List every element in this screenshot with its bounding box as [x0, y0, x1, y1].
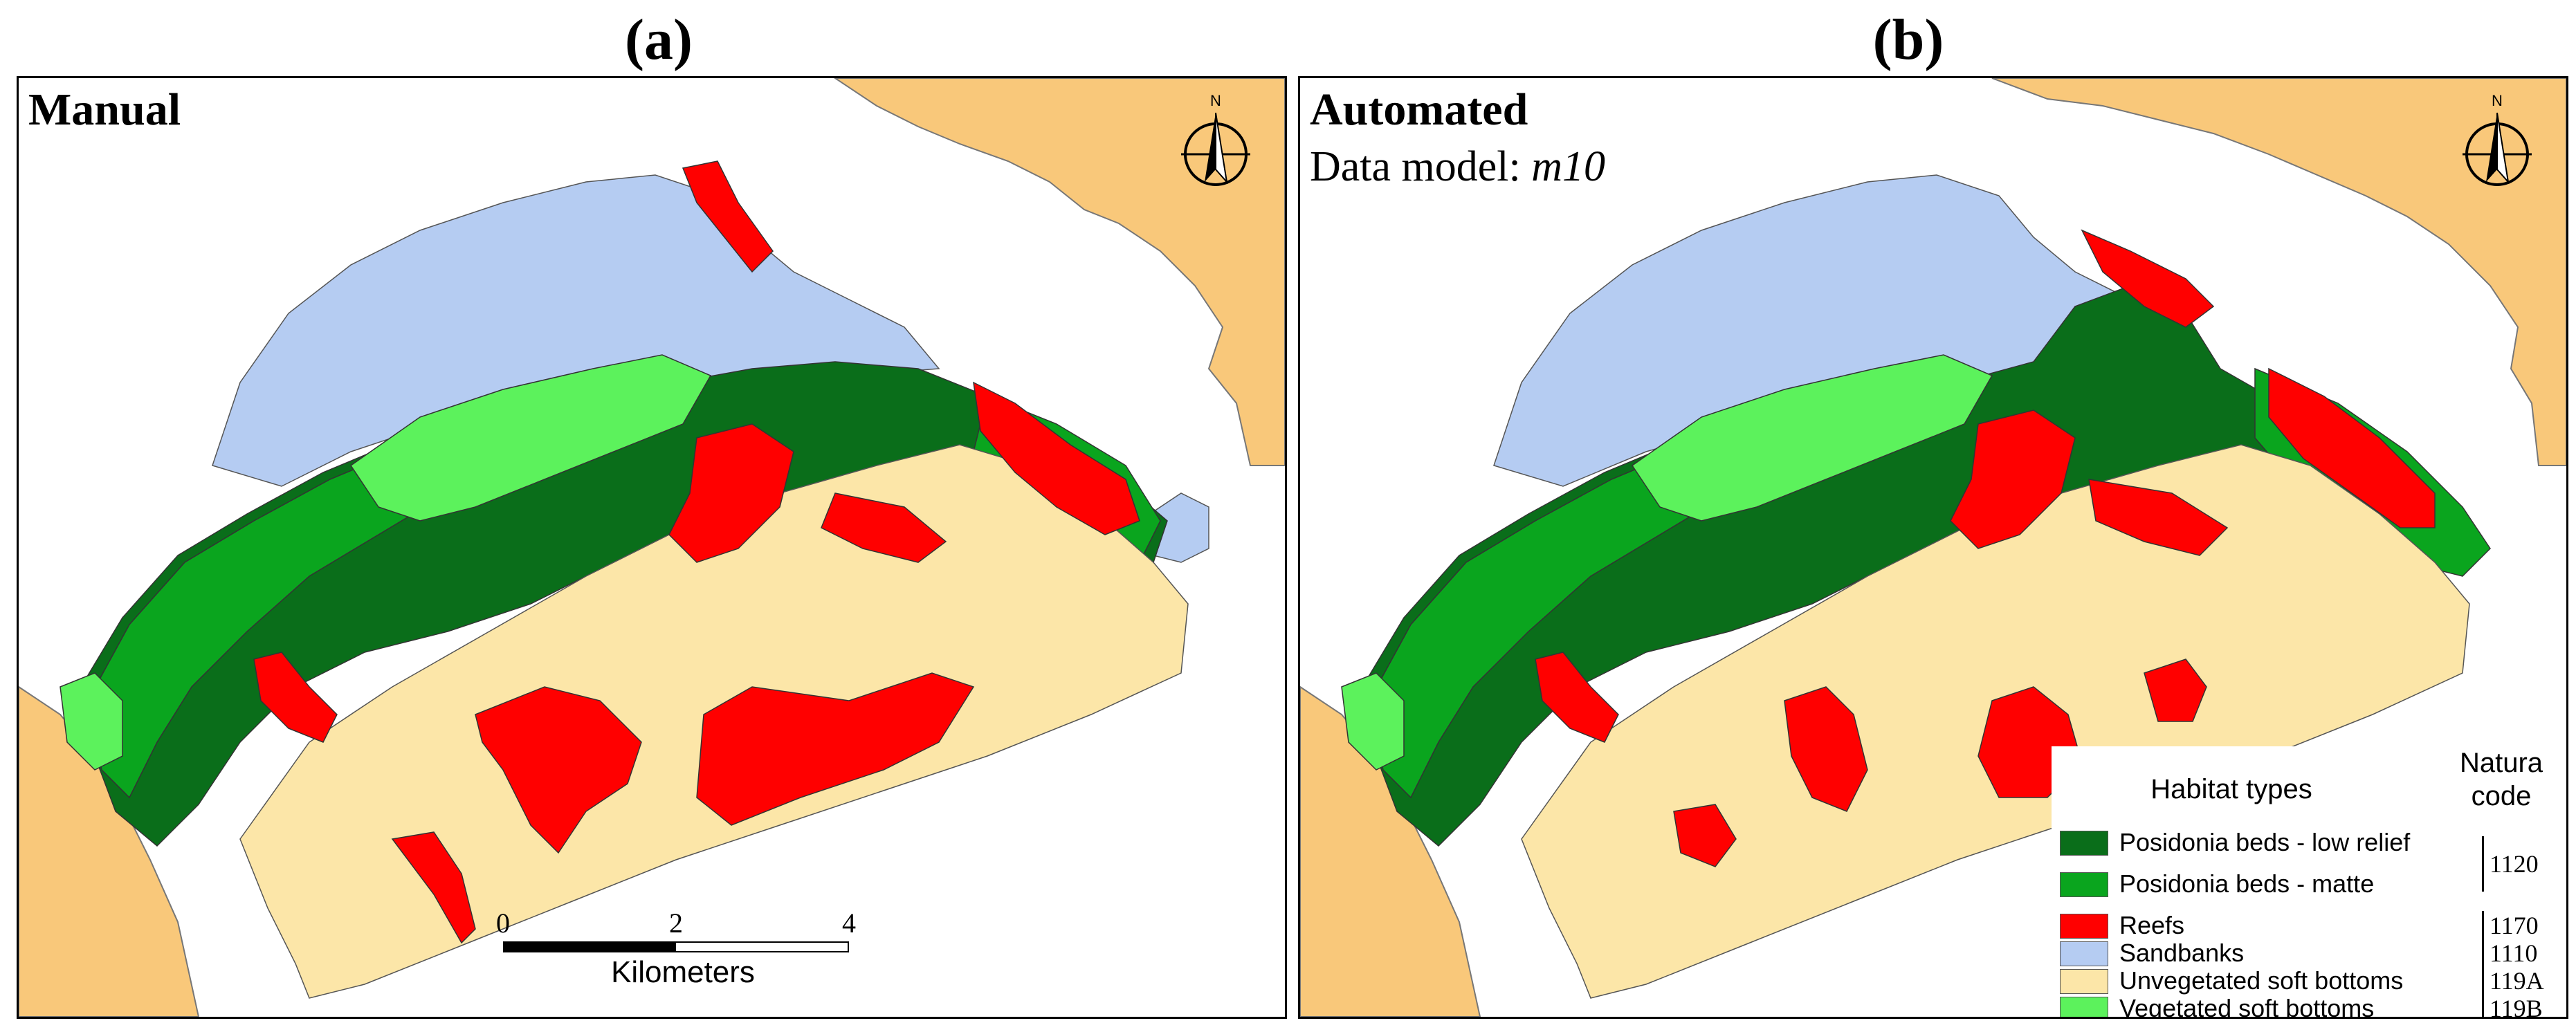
- north-letter: N: [2492, 92, 2503, 109]
- legend-item-posidonia-low: Posidonia beds - low relief: [2060, 822, 2558, 864]
- legend: Habitat types Natura code Posidonia beds…: [2052, 746, 2564, 1019]
- legend-item-vegetated: Vegetated soft bottoms 119B: [2060, 988, 2558, 1019]
- legend-label: Unvegetated soft bottoms: [2119, 966, 2404, 995]
- legend-swatch: [2060, 872, 2108, 897]
- code-header-line1: Natura: [2459, 748, 2543, 778]
- code-header-line2: code: [2471, 781, 2532, 811]
- legend-label: Reefs: [2119, 911, 2185, 939]
- legend-code-1120: 1120: [2482, 836, 2539, 892]
- reef-west: [1535, 652, 1619, 743]
- scale-bar-black: [503, 941, 676, 952]
- legend-label: Sandbanks: [2119, 939, 2245, 967]
- legend-label: Posidonia beds - matte: [2119, 869, 2375, 898]
- legend-code: 119A: [2482, 966, 2544, 995]
- reef-south-1: [475, 686, 642, 854]
- legend-title: Habitat types: [2150, 774, 2312, 804]
- reef-south-2: [696, 672, 975, 826]
- legend-item-sandbanks: Sandbanks 1110: [2060, 933, 2558, 975]
- north-arrow-icon: [1181, 112, 1250, 186]
- scale-tick-4: 4: [842, 907, 856, 939]
- panel-b-subtitle: Data model: m10: [1310, 139, 1605, 194]
- reef-south-4: [1673, 804, 1737, 867]
- legend-code-header: Natura code: [2446, 746, 2557, 813]
- legend-swatch: [2060, 997, 2108, 1017]
- vegetated-soft-bottoms-west: [1341, 672, 1405, 771]
- legend-label: Posidonia beds - low relief: [2119, 828, 2411, 856]
- reef-ne: [973, 381, 1140, 535]
- reef-center: [1950, 409, 2076, 549]
- panel-a-label: Manual: [28, 84, 181, 135]
- vegetated-soft-bottoms: [349, 354, 712, 522]
- scale-bar-white: [675, 941, 849, 952]
- reef-south-3: [391, 831, 476, 944]
- reef-center-2: [821, 492, 947, 563]
- north-arrow-icon: [2463, 112, 2532, 186]
- north-arrow-a: N: [1174, 92, 1257, 196]
- reef-west: [253, 652, 338, 743]
- north-arrow-b: N: [2456, 92, 2539, 196]
- panel-b-letter: (b): [1872, 8, 1944, 72]
- panel-a-map: Manual N 0 2 4 Kilometers: [17, 76, 1287, 1019]
- legend-label: Vegetated soft bottoms: [2119, 994, 2375, 1019]
- subtitle-prefix: Data model:: [1310, 143, 1532, 190]
- legend-swatch: [2060, 941, 2108, 966]
- legend-code: 1170: [2482, 911, 2539, 940]
- reef-center: [668, 423, 794, 563]
- panel-b-label: Automated: [1310, 84, 1528, 135]
- panel-a-letter: (a): [625, 8, 693, 72]
- land-east: [1991, 78, 2566, 466]
- legend-item-posidonia-matte: Posidonia beds - matte: [2060, 864, 2558, 905]
- vegetated-soft-bottoms-west: [60, 672, 123, 771]
- scale-unit: Kilometers: [611, 955, 755, 989]
- reef-south-1: [1784, 686, 1868, 812]
- north-letter: N: [1210, 92, 1221, 109]
- scale-tick-2: 2: [669, 907, 683, 939]
- legend-swatch: [2060, 914, 2108, 939]
- habitat-map-b: [1300, 78, 2566, 1017]
- land-east: [834, 78, 1285, 466]
- reef-north: [2081, 229, 2215, 328]
- legend-code: 119B: [2482, 994, 2543, 1017]
- vegetated-soft-bottoms: [1631, 354, 1993, 522]
- legend-item-unvegetated: Unvegetated soft bottoms 119A: [2060, 961, 2558, 1002]
- legend-swatch: [2060, 831, 2108, 856]
- reef-center-2: [2088, 479, 2229, 556]
- reef-south-3: [2144, 658, 2207, 722]
- legend-code: 1110: [2482, 939, 2537, 968]
- legend-item-reefs: Reefs 1170: [2060, 905, 2558, 947]
- scale-tick-0: 0: [496, 907, 510, 939]
- legend-swatch: [2060, 969, 2108, 994]
- reef-north: [682, 160, 774, 273]
- scale-bar: 0 2 4 Kilometers: [496, 907, 863, 989]
- panel-b-map: Automated Data model: m10 N Habitat type…: [1298, 76, 2568, 1019]
- habitat-map-a: [19, 78, 1285, 1017]
- reef-ne: [2268, 367, 2436, 528]
- subtitle-model: m10: [1531, 143, 1606, 190]
